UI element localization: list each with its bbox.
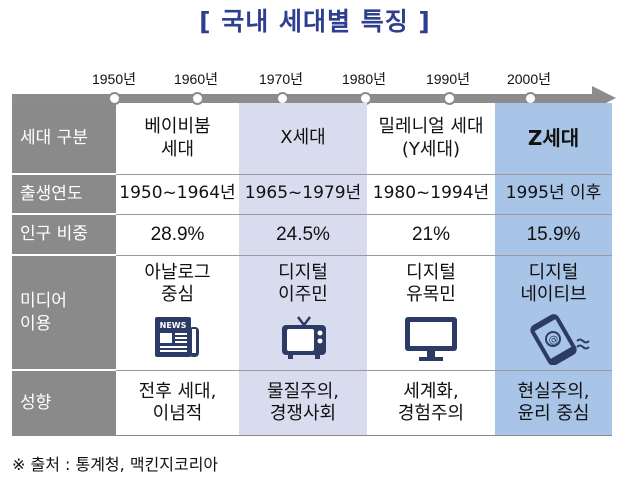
cell-media-millennial: 디지털 유목민 [406,261,456,306]
cell-birth-year-z: 1995년 이후 [505,183,602,204]
timeline-label-1960: 1960년 [173,71,219,87]
source-note: ※ 출처 : 통계청, 맥킨지코리아 [12,455,219,474]
tv-icon [282,316,326,359]
row-header-birth-year: 출생연도 [12,174,116,214]
timeline-label-2000: 2000년 [506,71,552,87]
generation-table: 세대 구분 출생연도 인구 비중 미디어 이용 성향 베이비붐 세대 X세대 밀… [12,103,612,436]
timeline-label-1980: 1980년 [341,71,387,87]
timeline-label-1950: 1950년 [91,71,137,87]
smartphone-icon: @ [530,314,590,365]
row-header-media: 미디어 이용 [12,255,116,370]
row-header-generation: 세대 구분 [12,103,116,174]
cell-generation-babyboom: 베이비붐 세대 [144,116,211,160]
row-header-tendency: 성향 [12,370,116,436]
x-gen-column-bg [239,103,367,436]
cell-population-x: 24.5% [276,223,330,245]
cell-birth-year-babyboom: 1950~1964년 [119,183,236,204]
cell-population-millennial: 21% [411,223,451,245]
page-title: [ 국내 세대별 특징 ] [199,7,431,36]
row-header-population: 인구 비중 [12,214,116,255]
cell-population-babyboom: 28.9% [150,223,205,245]
cell-birth-year-x: 1965~1979년 [244,183,362,204]
monitor-icon [405,317,457,361]
timeline-bar [12,94,596,103]
timeline-label-1970: 1970년 [258,71,304,87]
cell-tendency-babyboom: 전후 세대, 이념적 [138,380,217,425]
cell-birth-year-millennial: 1980~1994년 [372,183,490,204]
z-gen-column-bg [495,103,612,436]
cell-generation-x: X세대 [280,127,326,149]
timeline-dot [443,92,456,105]
cell-media-z: 디지털 네이티브 [520,261,587,306]
svg-text:@: @ [547,333,561,348]
cell-tendency-x: 물질주의, 경쟁사회 [267,380,339,425]
timeline-dot [191,92,204,105]
svg-text:NEWS: NEWS [160,321,187,330]
cell-tendency-z: 현실주의, 윤리 중심 [517,380,590,425]
cell-media-x: 디지털 이주민 [278,261,328,306]
cell-population-z: 15.9% [526,223,581,245]
cell-generation-millennial: 밀레니얼 세대 (Y세대) [378,116,484,160]
cell-generation-z: Z세대 [527,126,580,150]
cell-media-babyboom: 아날로그 중심 [144,261,211,306]
newspaper-icon: NEWS [155,317,199,357]
timeline-label-1990: 1990년 [425,71,471,87]
cell-tendency-millennial: 세계화, 경험주의 [397,380,465,425]
